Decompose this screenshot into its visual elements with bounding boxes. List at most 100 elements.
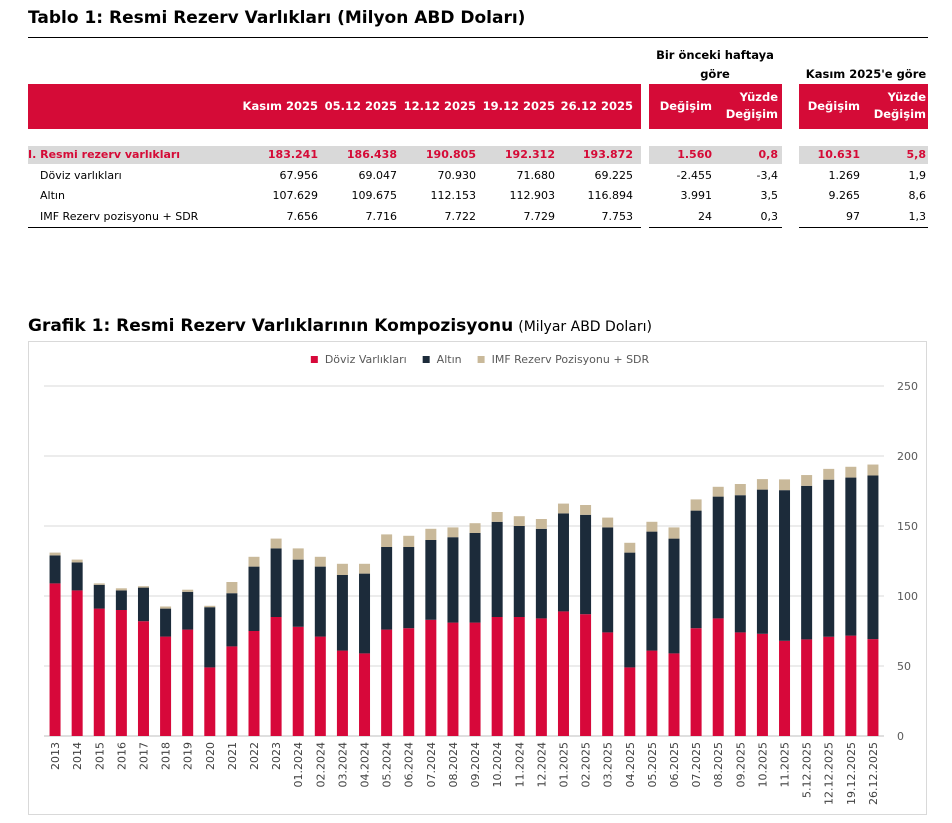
table-cell: 7.753	[601, 209, 634, 223]
table-cell: 8,6	[908, 189, 927, 202]
bar-segment	[469, 622, 481, 736]
x-tick-label: 2015	[93, 742, 106, 770]
bar-segment	[403, 535, 415, 547]
bar-segment	[425, 619, 437, 736]
bar-segment	[93, 583, 105, 585]
table-cell: 3.991	[680, 189, 713, 202]
table-cell: 192.312	[504, 148, 555, 161]
bar-segment	[160, 636, 172, 736]
bar-segment	[336, 575, 348, 651]
bar-segment	[756, 479, 768, 490]
bar-segment	[668, 527, 680, 539]
bar-segment	[248, 566, 260, 631]
table-cell: 1.269	[828, 168, 861, 182]
x-tick-label: 2013	[49, 742, 62, 770]
table-cell: 7.656	[286, 209, 319, 223]
table-cell: -2.455	[676, 168, 712, 182]
bar-segment	[734, 495, 746, 633]
bar-segment	[491, 512, 503, 522]
bar-segment	[182, 591, 194, 630]
bar-segment	[447, 527, 459, 538]
table-cell: 70.930	[437, 168, 477, 182]
table-cell: 7.729	[523, 209, 556, 223]
x-tick-label: 05.2024	[381, 742, 394, 788]
table-title: Tablo 1: Resmi Rezerv Varlıkları (Milyon…	[28, 8, 526, 28]
bar-segment	[845, 635, 857, 736]
column-header: 26.12 2025	[560, 99, 633, 113]
bar-segment	[336, 650, 348, 736]
x-tick-label: 09.2024	[469, 742, 482, 788]
title-rule	[28, 37, 928, 38]
x-tick-label: 12.12.2025	[823, 742, 836, 805]
chart-subtitle: (Milyar ABD Doları)	[518, 319, 652, 335]
bar-segment	[690, 499, 702, 511]
bar-segment	[49, 555, 61, 584]
bar-segment	[580, 514, 592, 615]
chart-frame	[28, 341, 927, 815]
y-tick-label: 250	[897, 380, 918, 393]
bar-segment	[359, 653, 371, 736]
x-tick-label: 19.12.2025	[845, 742, 858, 805]
bar-segment	[734, 484, 746, 496]
table-cell: 10.631	[817, 148, 860, 161]
table-cell: 193.872	[582, 148, 633, 161]
bar-segment	[624, 552, 636, 668]
bar-segment	[513, 516, 525, 526]
bar-segment	[668, 653, 680, 736]
table-cell: 112.153	[430, 189, 477, 202]
header-band	[799, 84, 928, 129]
bar-segment	[756, 633, 768, 736]
bar-segment	[137, 586, 149, 588]
row-label: IMF Rezerv pozisyonu + SDR	[40, 209, 199, 223]
bar-segment	[447, 622, 459, 736]
bar-segment	[867, 464, 879, 476]
bar-segment	[182, 589, 194, 592]
legend-label: Döviz Varlıkları	[325, 353, 407, 366]
x-tick-label: 01.2025	[557, 742, 570, 788]
column-header: Değişim	[659, 99, 712, 113]
x-tick-label: 01.2024	[292, 742, 305, 788]
table-cell: 116.894	[587, 189, 634, 202]
bar-segment	[491, 521, 503, 617]
bar-segment	[624, 667, 636, 736]
bar-segment	[115, 588, 127, 591]
bar-segment	[845, 466, 857, 478]
bottom-rule	[28, 227, 641, 228]
x-tick-label: 06.2025	[668, 742, 681, 788]
x-tick-label: 04.2024	[359, 742, 372, 788]
table-cell: 0,3	[760, 209, 779, 223]
row-label: Döviz varlıkları	[40, 168, 122, 182]
bar-segment	[115, 590, 127, 610]
bottom-rule	[799, 227, 928, 228]
bar-segment	[557, 503, 569, 514]
bar-segment	[93, 608, 105, 736]
bar-segment	[823, 479, 835, 637]
chart-title-main: Grafik 1: Resmi Rezerv Varlıklarının Kom…	[28, 316, 513, 336]
y-tick-label: 0	[897, 730, 904, 743]
x-tick-label: 03.2024	[336, 742, 349, 788]
bar-segment	[71, 562, 83, 591]
x-tick-label: 2016	[115, 742, 128, 770]
bar-segment	[381, 629, 393, 736]
row-band	[799, 146, 928, 164]
x-tick-label: 2017	[137, 742, 150, 770]
x-tick-label: 2023	[270, 742, 283, 770]
bar-segment	[646, 521, 658, 532]
bar-segment	[314, 566, 326, 637]
column-header: 05.12 2025	[324, 99, 397, 113]
table-cell: 1,9	[908, 168, 927, 182]
bar-segment	[71, 590, 83, 736]
x-tick-label: 11.2025	[779, 742, 792, 788]
bar-segment	[403, 547, 415, 629]
bar-segment	[602, 632, 614, 736]
bar-segment	[580, 614, 592, 736]
table-cell: 24	[698, 209, 712, 223]
bar-segment	[779, 479, 791, 491]
bar-segment	[557, 513, 569, 612]
table-cell: 9.265	[828, 189, 861, 202]
bar-segment	[779, 640, 791, 736]
bar-segment	[712, 486, 724, 497]
column-header: Kasım 2025	[242, 99, 318, 113]
bar-segment	[381, 547, 393, 630]
